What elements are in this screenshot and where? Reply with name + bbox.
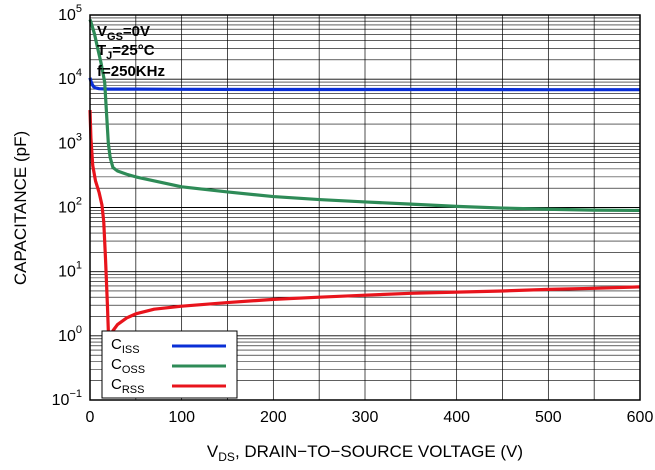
legend-entry-crss: CRSS — [111, 376, 226, 396]
legend-label-ciss: CISS — [111, 336, 140, 356]
plot-frame — [89, 14, 641, 401]
series-layer — [88, 19, 641, 341]
condition-tj: TJ=25°C — [97, 42, 155, 62]
y-axis-title: CAPACITANCE (pF) — [11, 131, 30, 285]
x-tick-label: 100 — [168, 409, 195, 426]
x-tick-label: 400 — [443, 409, 470, 426]
legend-label-crss: CRSS — [111, 376, 144, 396]
y-tick-label: 105 — [58, 3, 82, 24]
y-tick-label: 103 — [58, 131, 82, 152]
y-tick-label: 100 — [58, 324, 82, 345]
legend-entry-ciss: CISS — [111, 336, 226, 356]
conditions-annotation: VGS=0V TJ=25°C f=250KHz — [97, 23, 165, 80]
legend: CISS COSS CRSS — [101, 330, 238, 399]
series-line-rss — [88, 110, 641, 341]
y-tick-label: 101 — [58, 260, 82, 281]
condition-vgs: VGS=0V — [97, 23, 150, 43]
y-tick-label: 10−1 — [52, 388, 82, 409]
series-line-oss — [88, 19, 641, 213]
condition-freq: f=250KHz — [97, 63, 165, 80]
x-axis-title: VDS, DRAIN−TO−SOURCE VOLTAGE (V) — [207, 442, 523, 464]
x-tick-label: 200 — [260, 409, 287, 426]
y-tick-labels: 10−1 100 101 102 103 104 105 — [52, 3, 82, 409]
x-tick-label: 600 — [627, 409, 654, 426]
y-tick-label: 102 — [58, 196, 82, 217]
x-tick-label: 300 — [352, 409, 379, 426]
x-tick-labels: 0 100 200 300 400 500 600 — [86, 409, 654, 426]
legend-label-coss: COSS — [111, 356, 145, 376]
x-tick-label: 500 — [535, 409, 562, 426]
legend-entry-coss: COSS — [111, 356, 226, 376]
y-tick-label: 104 — [58, 67, 82, 88]
x-tick-label: 0 — [86, 409, 95, 426]
